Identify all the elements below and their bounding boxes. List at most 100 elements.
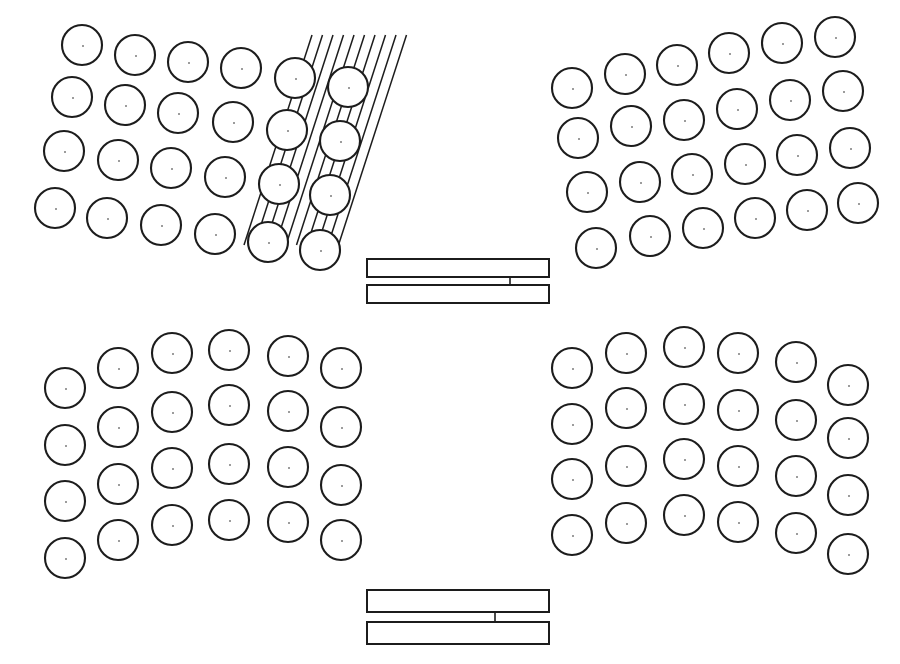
particle-circle [838,183,878,223]
particle-circle [35,188,75,228]
seal-plate [367,259,549,277]
particle-circle [52,77,92,117]
particle-circle [664,327,704,367]
particle-circle [152,448,192,488]
particle-circle [762,23,802,63]
particle-circle [205,157,245,197]
cluster-bottom-left [45,330,361,578]
particle-circle [321,407,361,447]
particle-circle [105,85,145,125]
particle-circle [209,500,249,540]
particle-circle [221,48,261,88]
particle-circle [725,144,765,184]
particle-circle [321,348,361,388]
particle-circle [98,348,138,388]
particle-circle [168,42,208,82]
particle-circle [828,418,868,458]
particle-circle [248,222,288,262]
particle-circle [605,54,645,94]
particle-circle [115,35,155,75]
particle-circle [823,71,863,111]
particle-circle [815,17,855,57]
particle-circle [300,230,340,270]
particle-circle [98,407,138,447]
particle-circle [620,162,660,202]
particle-circle [152,333,192,373]
particle-circle [267,110,307,150]
particle-circle [558,118,598,158]
seal-plate [367,590,549,612]
particle-circle [630,216,670,256]
particle-circle [213,102,253,142]
particle-circle [328,67,368,107]
particle-circle [87,198,127,238]
particle-circle [268,336,308,376]
particle-circle [152,505,192,545]
particle-circle [718,446,758,486]
particle-circle [552,68,592,108]
particle-circle [209,444,249,484]
particle-circle [552,459,592,499]
particle-circle [268,391,308,431]
particle-circle [152,392,192,432]
particle-circle [672,154,712,194]
particle-circle [606,446,646,486]
particle-circle [735,198,775,238]
particle-circle [664,100,704,140]
particle-circle [141,205,181,245]
particle-circle [45,481,85,521]
particle-circle [770,80,810,120]
particle-circle [777,135,817,175]
particle-circle [268,447,308,487]
particle-circle [718,390,758,430]
particle-circle [44,131,84,171]
particle-circle [828,534,868,574]
particle-circle [657,45,697,85]
particle-circle [683,208,723,248]
particle-circle [606,388,646,428]
particle-circle [195,214,235,254]
particle-circle [259,164,299,204]
particle-circle [321,520,361,560]
particle-circle [718,333,758,373]
particle-circle [151,148,191,188]
particle-circle [606,333,646,373]
particle-circle [45,368,85,408]
particle-circle [320,121,360,161]
particle-circle [776,513,816,553]
particle-circle [606,503,646,543]
particle-circle [552,515,592,555]
particle-circle [718,502,758,542]
seal-plate [367,622,549,644]
particle-circle [830,128,870,168]
particle-circle [45,425,85,465]
particle-circle [717,89,757,129]
particle-circle [567,172,607,212]
particle-circle [268,502,308,542]
particle-circle [62,25,102,65]
particle-circle [45,538,85,578]
particle-circle [321,465,361,505]
particle-circle [98,140,138,180]
lower-seal [367,590,549,644]
particle-circle [310,175,350,215]
particle-circle [776,342,816,382]
particle-circle [664,384,704,424]
particle-circle [776,456,816,496]
particle-circle [158,93,198,133]
particle-circle [664,439,704,479]
particle-circle [209,385,249,425]
cluster-bottom-right [552,327,868,574]
particle-circle [576,228,616,268]
particle-circle [209,330,249,370]
particle-circle [611,106,651,146]
particle-circle [828,475,868,515]
seal-plate [367,285,549,303]
particle-circle [828,365,868,405]
particle-circle [98,464,138,504]
particle-circle [98,520,138,560]
upper-seal [367,259,549,303]
particle-circle [787,190,827,230]
particle-circle [709,33,749,73]
